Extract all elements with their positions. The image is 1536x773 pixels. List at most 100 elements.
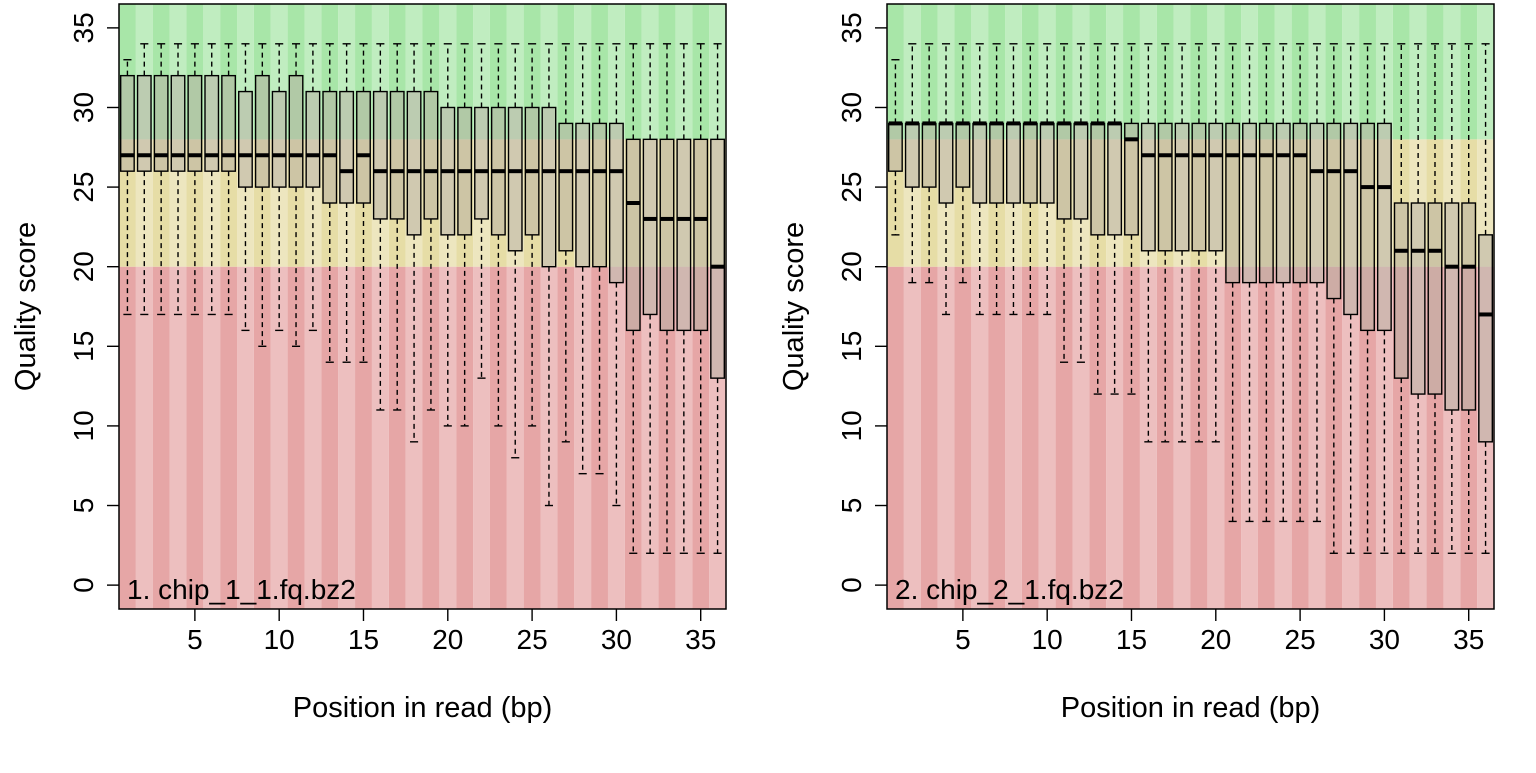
poor-band-stripe: [1005, 266, 1022, 609]
box-position-9: [254, 43, 270, 348]
y-tick-label: 30: [836, 92, 867, 123]
poor-band-stripe: [1173, 266, 1191, 609]
good-band-stripe: [506, 4, 524, 140]
good-band-stripe: [1392, 4, 1410, 140]
box-position-1: [119, 59, 135, 316]
poor-band-stripe: [692, 266, 710, 609]
box-position-8: [238, 43, 253, 332]
iqr-box: [1309, 122, 1325, 284]
iqr-box: [170, 74, 186, 172]
poor-band-stripe: [1123, 266, 1140, 609]
good-band-stripe: [1072, 4, 1090, 140]
good-band-stripe: [1325, 4, 1343, 140]
iqr-box: [710, 138, 726, 379]
y-tick-label: 20: [836, 251, 867, 282]
good-band-stripe: [1106, 4, 1124, 140]
good-band-stripe: [1021, 4, 1039, 140]
box-position-4: [170, 43, 186, 316]
iqr-box: [1073, 122, 1089, 220]
poor-band-stripe: [1156, 266, 1174, 609]
iqr-box: [1039, 122, 1055, 204]
y-tick-label: 30: [68, 92, 99, 123]
poor-band-stripe: [152, 266, 170, 609]
x-axis-label: Position in read (bp): [293, 692, 553, 724]
box-position-19: [423, 43, 439, 411]
box-position-30: [608, 43, 624, 507]
poor-band-stripe: [1342, 266, 1360, 609]
iqr-box: [1444, 202, 1460, 411]
box-position-12: [305, 43, 321, 332]
poor-band-stripe: [321, 266, 339, 609]
box-position-22: [474, 43, 489, 379]
poor-band-stripe: [169, 266, 187, 609]
plot-frame: [886, 3, 1495, 610]
poor-band-stripe: [937, 266, 955, 609]
box-position-4: [938, 43, 954, 316]
poor-band-stripe: [1207, 266, 1225, 609]
iqr-box: [271, 90, 287, 188]
x-tick-label: 30: [601, 624, 632, 655]
poor-band-stripe: [920, 266, 938, 609]
box-position-26: [1309, 43, 1325, 523]
box-position-16: [372, 43, 388, 411]
box-position-9: [1022, 43, 1038, 316]
box-position-3: [921, 43, 937, 284]
x-tick-label: 15: [1116, 624, 1147, 655]
poor-band-stripe: [1359, 266, 1376, 609]
iqr-box: [1376, 122, 1392, 332]
iqr-box: [153, 74, 169, 172]
poor-band-stripe: [523, 266, 541, 609]
good-band-stripe: [607, 4, 625, 140]
y-tick-label: 25: [836, 172, 867, 203]
good-band-stripe: [1443, 4, 1461, 140]
iqr-box: [372, 90, 388, 220]
x-tick-label: 25: [1285, 624, 1316, 655]
good-band-stripe: [1409, 4, 1427, 140]
poor-band-stripe: [658, 266, 676, 609]
poor-band-stripe: [371, 266, 389, 609]
box-position-19: [1191, 43, 1207, 443]
y-tick-label: 20: [68, 251, 99, 282]
iqr-box: [204, 74, 220, 172]
box-position-14: [339, 43, 355, 363]
iqr-box: [1410, 202, 1426, 395]
iqr-box: [1208, 122, 1224, 252]
box-position-36: [710, 43, 726, 554]
iqr-box: [625, 138, 641, 332]
box-position-21: [457, 43, 473, 427]
poor-band-stripe: [473, 266, 490, 609]
poor-band-stripe: [304, 266, 322, 609]
box-position-24: [507, 43, 523, 459]
good-band-stripe: [557, 4, 575, 140]
good-band-stripe: [540, 4, 558, 140]
x-tick-label: 20: [432, 624, 463, 655]
iqr-box: [1478, 234, 1494, 443]
good-band-stripe: [971, 4, 989, 140]
good-band-stripe: [1038, 4, 1056, 140]
box-position-31: [1393, 43, 1409, 554]
poor-band-stripe: [1055, 266, 1073, 609]
box-position-13: [322, 43, 338, 363]
iqr-box: [904, 122, 920, 188]
good-band-stripe: [988, 4, 1006, 140]
iqr-box: [187, 74, 203, 172]
poor-band-stripe: [1375, 266, 1393, 609]
poor-band-stripe: [287, 266, 305, 609]
x-tick-label: 35: [685, 624, 716, 655]
box-position-10: [271, 43, 287, 332]
box-position-26: [541, 43, 557, 507]
iqr-box: [474, 106, 489, 220]
box-position-7: [989, 43, 1005, 316]
good-band-stripe: [920, 4, 938, 140]
panel-label: 1. chip_1_1.fq.bz2: [127, 574, 356, 605]
iqr-box: [507, 106, 523, 252]
box-position-23: [490, 43, 506, 427]
poor-band-stripe: [119, 266, 136, 609]
good-band-stripe: [903, 4, 921, 140]
x-tick-label: 10: [1032, 624, 1063, 655]
box-position-7: [221, 43, 237, 316]
iqr-box: [1140, 122, 1156, 252]
poor-band-stripe: [388, 266, 406, 609]
poor-band-stripe: [1072, 266, 1090, 609]
